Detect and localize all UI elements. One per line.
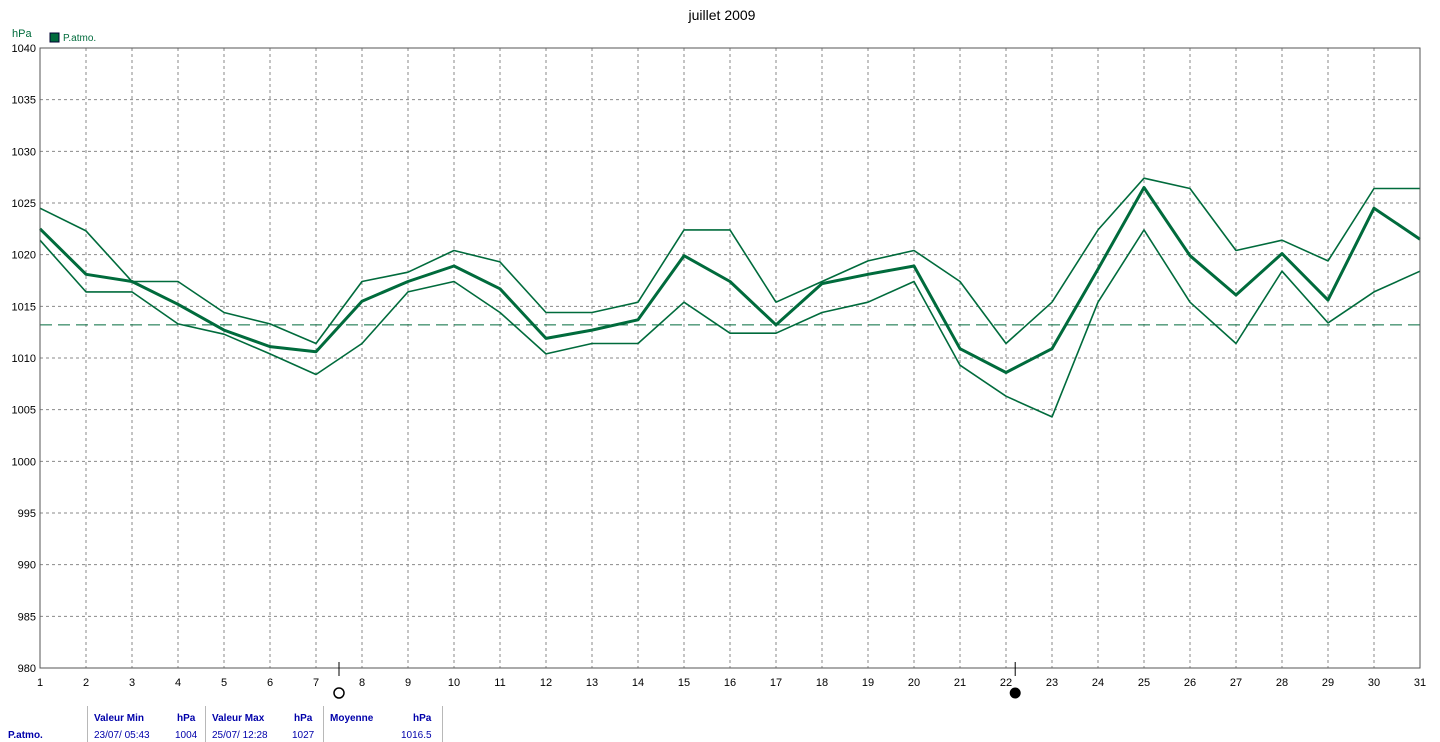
min-datetime: 23/07/ 05:43 bbox=[94, 730, 150, 741]
x-tick-label: 25 bbox=[1138, 677, 1150, 689]
x-tick-label: 31 bbox=[1414, 677, 1426, 689]
legend-swatch bbox=[49, 32, 60, 43]
header-min-unit: hPa bbox=[177, 713, 196, 724]
series-lines bbox=[38, 177, 1421, 418]
x-tick-label: 15 bbox=[678, 677, 690, 689]
plot-frame bbox=[39, 47, 1421, 669]
x-tick-label: 22 bbox=[1000, 677, 1012, 689]
x-tick-label: 10 bbox=[448, 677, 460, 689]
x-tick-label: 23 bbox=[1046, 677, 1058, 689]
header-mean-unit: hPa bbox=[413, 713, 432, 724]
x-tick-label: 26 bbox=[1184, 677, 1196, 689]
series-line-mean bbox=[38, 186, 1421, 374]
x-tick-label: 13 bbox=[586, 677, 598, 689]
x-tick-label: 29 bbox=[1322, 677, 1334, 689]
y-tick-label: 1000 bbox=[12, 456, 36, 468]
stats-separator bbox=[205, 706, 206, 742]
x-tick-label: 16 bbox=[724, 677, 736, 689]
x-tick-label: 4 bbox=[175, 677, 181, 689]
y-tick-labels: 980 985 990 995 1000 1005 1010 1015 1020 1025 1030… bbox=[12, 43, 36, 675]
x-tick-label: 17 bbox=[770, 677, 782, 689]
stats-table: Valeur Min hPa Valeur Max hPa Moyenne hP… bbox=[0, 706, 445, 742]
y-tick-label: 1020 bbox=[12, 250, 36, 262]
x-tick-label: 11 bbox=[494, 677, 505, 689]
event-marker-filled-circle bbox=[1009, 687, 1021, 699]
x-tick-label: 7 bbox=[313, 677, 319, 689]
x-tick-label: 14 bbox=[632, 677, 644, 689]
row-label: P.atmo. bbox=[8, 730, 43, 741]
series-line-min bbox=[39, 229, 1421, 418]
x-tick-label: 12 bbox=[540, 677, 552, 689]
stats-separator bbox=[87, 706, 88, 742]
event-marker-open-circle bbox=[333, 687, 345, 699]
header-mean: Moyenne bbox=[330, 713, 374, 724]
max-datetime: 25/07/ 12:28 bbox=[212, 730, 268, 741]
x-tick-labels: 1 2 3 4 5 6 7 8 9 10 11 12 13 14 15 16 17 18 19 20 21 22 23 24 2… bbox=[37, 677, 1426, 689]
min-value: 1004 bbox=[175, 730, 198, 741]
grid bbox=[40, 48, 1420, 668]
header-min: Valeur Min bbox=[94, 713, 145, 724]
x-tick-label: 18 bbox=[816, 677, 828, 689]
y-tick-label: 980 bbox=[18, 663, 36, 675]
stats-separator bbox=[323, 706, 324, 742]
y-tick-label: 990 bbox=[18, 560, 36, 572]
x-tick-label: 30 bbox=[1368, 677, 1380, 689]
x-tick-label: 27 bbox=[1230, 677, 1242, 689]
y-axis-unit: hPa bbox=[12, 28, 32, 40]
stats-separator bbox=[442, 706, 443, 742]
y-tick-label: 1010 bbox=[12, 353, 36, 365]
y-tick-label: 995 bbox=[18, 508, 36, 520]
x-tick-label: 3 bbox=[129, 677, 135, 689]
legend-label: P.atmo. bbox=[63, 33, 96, 44]
y-tick-label: 1015 bbox=[12, 301, 36, 313]
y-tick-label: 1030 bbox=[12, 146, 36, 158]
event-markers bbox=[333, 662, 1021, 699]
series-line-max bbox=[39, 177, 1420, 345]
x-tick-label: 28 bbox=[1276, 677, 1288, 689]
header-max-unit: hPa bbox=[294, 713, 313, 724]
x-tick-label: 21 bbox=[954, 677, 966, 689]
y-tick-label: 1025 bbox=[12, 198, 36, 210]
y-tick-label: 1040 bbox=[12, 43, 36, 55]
mean-value: 1016.5 bbox=[401, 730, 432, 741]
x-tick-label: 1 bbox=[37, 677, 43, 689]
x-tick-label: 8 bbox=[359, 677, 365, 689]
x-tick-label: 6 bbox=[267, 677, 273, 689]
y-tick-label: 1005 bbox=[12, 405, 36, 417]
pressure-chart: juillet 2009 hPa P.atmo. 980985990995100… bbox=[12, 7, 1426, 699]
chart-title: juillet 2009 bbox=[688, 7, 756, 23]
x-tick-label: 20 bbox=[908, 677, 920, 689]
x-tick-label: 24 bbox=[1092, 677, 1104, 689]
header-max: Valeur Max bbox=[212, 713, 265, 724]
x-tick-label: 2 bbox=[83, 677, 89, 689]
y-tick-label: 1035 bbox=[12, 95, 36, 107]
y-tick-label: 985 bbox=[18, 611, 36, 623]
x-tick-label: 5 bbox=[221, 677, 227, 689]
max-value: 1027 bbox=[292, 730, 315, 741]
x-tick-label: 9 bbox=[405, 677, 411, 689]
x-tick-label: 19 bbox=[862, 677, 874, 689]
